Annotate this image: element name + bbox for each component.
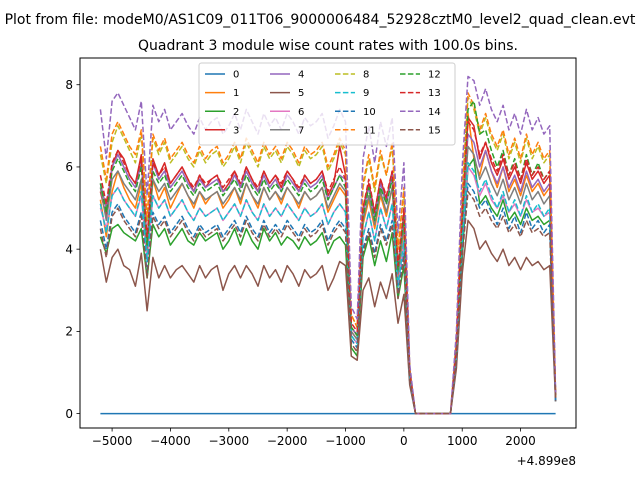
series-layer [99, 75, 557, 415]
x-tick-label: 2000 [505, 434, 536, 448]
legend-label-10: 10 [363, 107, 376, 118]
legend-label-12: 12 [428, 70, 441, 81]
series-line-7 [99, 145, 557, 415]
legend-label-9: 9 [363, 88, 369, 99]
series-line-10 [99, 182, 557, 415]
x-tick-label: −1000 [325, 434, 366, 448]
x-tick-label: −3000 [209, 434, 250, 448]
y-tick-label: 8 [65, 78, 73, 92]
chart-title: Quadrant 3 module wise count rates with … [138, 38, 518, 54]
series-line-15 [99, 190, 557, 415]
legend-label-4: 4 [298, 70, 304, 81]
x-offset-label: +4.899e8 [517, 454, 576, 468]
legend-label-0: 0 [233, 70, 239, 81]
legend-label-15: 15 [428, 125, 441, 136]
legend-label-11: 11 [363, 125, 376, 136]
x-tick-label: 1000 [447, 434, 478, 448]
series-line-6 [99, 166, 557, 415]
legend-box [198, 62, 456, 146]
x-tick-label: −5000 [92, 434, 133, 448]
series-line-13 [99, 120, 557, 415]
series-line-9 [99, 162, 557, 415]
x-tick-label: −4000 [150, 434, 191, 448]
y-tick-label: 2 [65, 325, 73, 339]
tick-labels-layer: −5000 −4000 −3000 −2000 −1000 0 1000 2000 0 2 4 6 8 [65, 78, 535, 448]
legend-label-5: 5 [298, 88, 304, 99]
legend-label-7: 7 [298, 125, 304, 136]
y-tick-label: 6 [65, 160, 73, 174]
series-line-2 [99, 157, 557, 415]
x-tick-label: 0 [400, 434, 408, 448]
legend-label-14: 14 [428, 107, 441, 118]
tick-marks-layer [76, 84, 521, 432]
legend-label-2: 2 [233, 107, 239, 118]
chart-suptitle: Plot from file: modeM0/AS1C09_011T06_900… [5, 12, 636, 28]
legend-label-13: 13 [428, 88, 441, 99]
series-line-5 [99, 219, 557, 415]
series-line-12 [99, 100, 557, 415]
plot-frame [79, 57, 577, 429]
legend-label-1: 1 [233, 88, 239, 99]
series-line-1 [99, 112, 557, 415]
legend-label-8: 8 [363, 70, 369, 81]
legend-label-6: 6 [298, 107, 304, 118]
legend-label-3: 3 [233, 125, 239, 136]
x-tick-label: −2000 [267, 434, 308, 448]
y-tick-label: 0 [65, 407, 73, 421]
y-tick-label: 4 [65, 242, 73, 256]
